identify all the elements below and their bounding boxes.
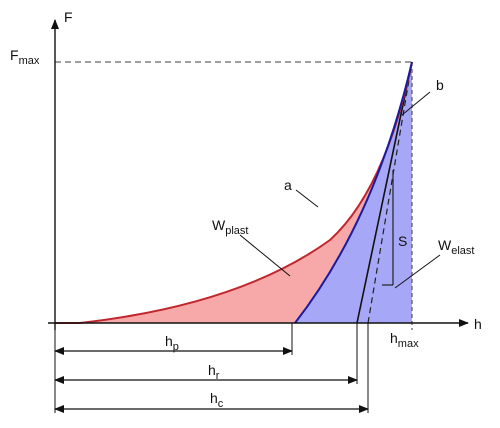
hr-label-sub: r xyxy=(216,370,220,382)
hc-label-main: h xyxy=(210,390,218,406)
wplast-label-main: W xyxy=(212,217,226,233)
leader-wplast xyxy=(239,234,291,277)
curve-b-label: b xyxy=(436,77,444,93)
leader-a xyxy=(295,189,319,208)
unloading-curve xyxy=(294,61,413,324)
wplast-label-sub: plast xyxy=(225,225,248,237)
hp-label-sub: p xyxy=(173,341,179,353)
hmax-label-main: h xyxy=(390,330,398,346)
hc-label: hc xyxy=(210,390,224,410)
plastic-work-area xyxy=(55,62,412,323)
y-axis-label: F xyxy=(64,9,73,25)
fmax-label-main: F xyxy=(10,47,19,63)
fmax-label-sub: max xyxy=(19,55,40,67)
leader-welast xyxy=(394,254,441,289)
unloading-tangent-line xyxy=(356,61,413,324)
curve-a-label: a xyxy=(284,177,292,193)
x-axis-label: h xyxy=(474,316,482,332)
fmax-label: Fmax xyxy=(10,47,40,67)
hmax-label: hmax xyxy=(390,330,419,350)
stiffness-label: S xyxy=(398,233,407,249)
hp-label-main: h xyxy=(165,333,173,349)
wplast-label: Wplast xyxy=(212,217,248,237)
hmax-label-sub: max xyxy=(398,338,419,350)
welast-label-main: W xyxy=(438,237,452,253)
hr-label: hr xyxy=(208,362,220,382)
elastic-work-area xyxy=(295,62,412,323)
contact-depth-dashed-line xyxy=(367,61,413,324)
leader-b xyxy=(401,91,431,116)
hr-label-main: h xyxy=(208,362,216,378)
hc-label-sub: c xyxy=(218,398,224,410)
hp-label: hp xyxy=(165,333,179,353)
welast-label: Welast xyxy=(438,237,474,257)
welast-label-sub: elast xyxy=(451,245,474,257)
